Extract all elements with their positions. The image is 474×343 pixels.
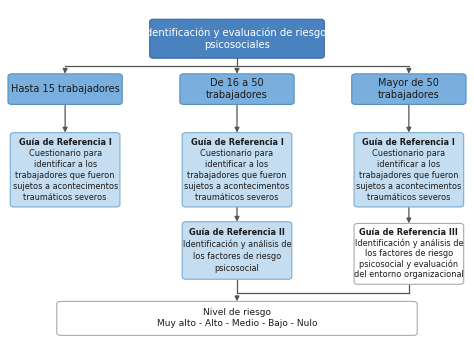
Text: Guía de Referencia I: Guía de Referencia I (363, 138, 456, 147)
FancyBboxPatch shape (352, 74, 466, 104)
Text: psicosocial y evaluación: psicosocial y evaluación (359, 260, 458, 269)
FancyBboxPatch shape (354, 133, 464, 207)
Text: psicosocial: psicosocial (215, 264, 259, 273)
Text: sujetos a acontecimentos: sujetos a acontecimentos (184, 182, 290, 191)
Text: traumáticos severos: traumáticos severos (195, 193, 279, 202)
Text: De 16 a 50
trabajadores: De 16 a 50 trabajadores (206, 78, 268, 100)
Text: Guía de Referencia I: Guía de Referencia I (191, 138, 283, 147)
Text: trabajadores que fueron: trabajadores que fueron (187, 171, 287, 180)
Text: Cuestionario para: Cuestionario para (201, 149, 273, 158)
Text: trabajadores que fueron: trabajadores que fueron (15, 171, 115, 180)
FancyBboxPatch shape (150, 19, 324, 58)
Text: Identificación y análisis de: Identificación y análisis de (355, 239, 463, 248)
Text: Cuestionario para: Cuestionario para (28, 149, 102, 158)
Text: trabajadores que fueron: trabajadores que fueron (359, 171, 459, 180)
Text: Identificación y análisis de: Identificación y análisis de (183, 240, 291, 249)
Text: Mayor de 50
trabajadores: Mayor de 50 trabajadores (378, 78, 440, 100)
FancyBboxPatch shape (354, 223, 464, 284)
FancyBboxPatch shape (8, 74, 122, 104)
Text: Hasta 15 trabajadores: Hasta 15 trabajadores (11, 84, 119, 94)
Text: del entorno organizacional: del entorno organizacional (354, 270, 464, 279)
Text: traumáticos severos: traumáticos severos (23, 193, 107, 202)
FancyBboxPatch shape (182, 222, 292, 279)
FancyBboxPatch shape (10, 133, 120, 207)
Text: identificar a los: identificar a los (377, 160, 440, 169)
Text: Cuestionario para: Cuestionario para (372, 149, 446, 158)
Text: los factores de riesgo: los factores de riesgo (365, 249, 453, 258)
Text: Guía de Referencia II: Guía de Referencia II (189, 228, 285, 237)
Text: los factores de riesgo: los factores de riesgo (193, 252, 281, 261)
Text: identificar a los: identificar a los (205, 160, 269, 169)
Text: sujetos a acontecimentos: sujetos a acontecimentos (356, 182, 462, 191)
Text: Guía de Referencia III: Guía de Referencia III (359, 228, 458, 237)
FancyBboxPatch shape (180, 74, 294, 104)
Text: Identificación y evaluación de riesgos
psicosociales: Identificación y evaluación de riesgos p… (143, 27, 331, 50)
Text: Nivel de riesgo
Muy alto - Alto - Medio - Bajo - Nulo: Nivel de riesgo Muy alto - Alto - Medio … (157, 308, 317, 329)
FancyBboxPatch shape (57, 301, 417, 335)
FancyBboxPatch shape (182, 133, 292, 207)
Text: Guía de Referencia I: Guía de Referencia I (18, 138, 111, 147)
Text: traumáticos severos: traumáticos severos (367, 193, 451, 202)
Text: sujetos a acontecimentos: sujetos a acontecimentos (12, 182, 118, 191)
Text: identificar a los: identificar a los (34, 160, 97, 169)
